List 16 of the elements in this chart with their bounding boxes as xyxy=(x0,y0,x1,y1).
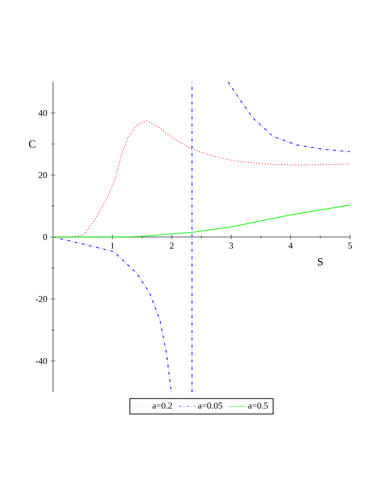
line-series xyxy=(53,204,350,238)
x-axis-title: S xyxy=(318,258,323,266)
x-tick-label: 4 xyxy=(288,242,293,249)
x-tick-label: 2 xyxy=(170,242,174,249)
legend-label: a=0.2 xyxy=(152,402,172,409)
y-axis-title: C xyxy=(29,140,36,148)
y-tick-label: -40 xyxy=(36,358,48,364)
y-tick-label: 20 xyxy=(38,172,48,178)
legend-label: a=0.5 xyxy=(248,402,268,409)
x-tick-label: 3 xyxy=(229,242,234,249)
y-tick-label: 0 xyxy=(43,234,48,240)
legend-label: a=0.05 xyxy=(198,402,222,409)
x-tick-label: 5 xyxy=(348,242,352,249)
x-tick-label: 1 xyxy=(110,242,114,249)
y-tick-label: 40 xyxy=(38,110,48,116)
y-tick-label: -20 xyxy=(36,296,48,302)
